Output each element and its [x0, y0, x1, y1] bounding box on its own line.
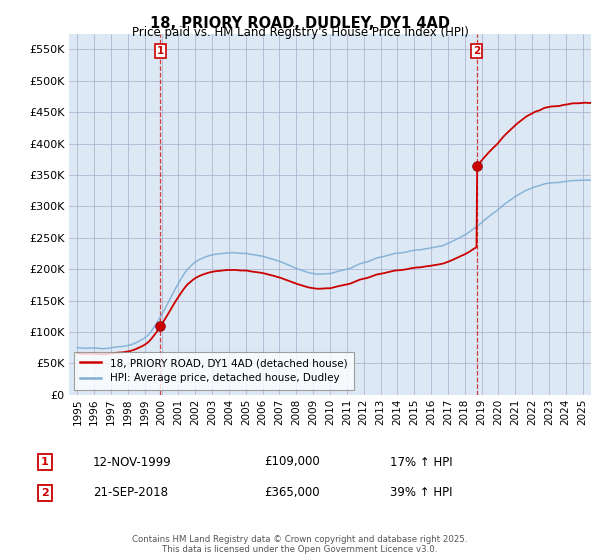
Text: 2: 2 — [41, 488, 49, 498]
Text: £365,000: £365,000 — [264, 486, 320, 500]
Text: Price paid vs. HM Land Registry's House Price Index (HPI): Price paid vs. HM Land Registry's House … — [131, 26, 469, 39]
Text: 2: 2 — [473, 46, 481, 56]
Text: 12-NOV-1999: 12-NOV-1999 — [93, 455, 172, 469]
Text: Contains HM Land Registry data © Crown copyright and database right 2025.
This d: Contains HM Land Registry data © Crown c… — [132, 535, 468, 554]
Legend: 18, PRIORY ROAD, DY1 4AD (detached house), HPI: Average price, detached house, D: 18, PRIORY ROAD, DY1 4AD (detached house… — [74, 352, 353, 390]
Text: 1: 1 — [41, 457, 49, 467]
Text: 17% ↑ HPI: 17% ↑ HPI — [390, 455, 452, 469]
Text: 21-SEP-2018: 21-SEP-2018 — [93, 486, 168, 500]
Text: 18, PRIORY ROAD, DUDLEY, DY1 4AD: 18, PRIORY ROAD, DUDLEY, DY1 4AD — [150, 16, 450, 31]
Text: 39% ↑ HPI: 39% ↑ HPI — [390, 486, 452, 500]
Text: 1: 1 — [157, 46, 164, 56]
Text: £109,000: £109,000 — [264, 455, 320, 469]
